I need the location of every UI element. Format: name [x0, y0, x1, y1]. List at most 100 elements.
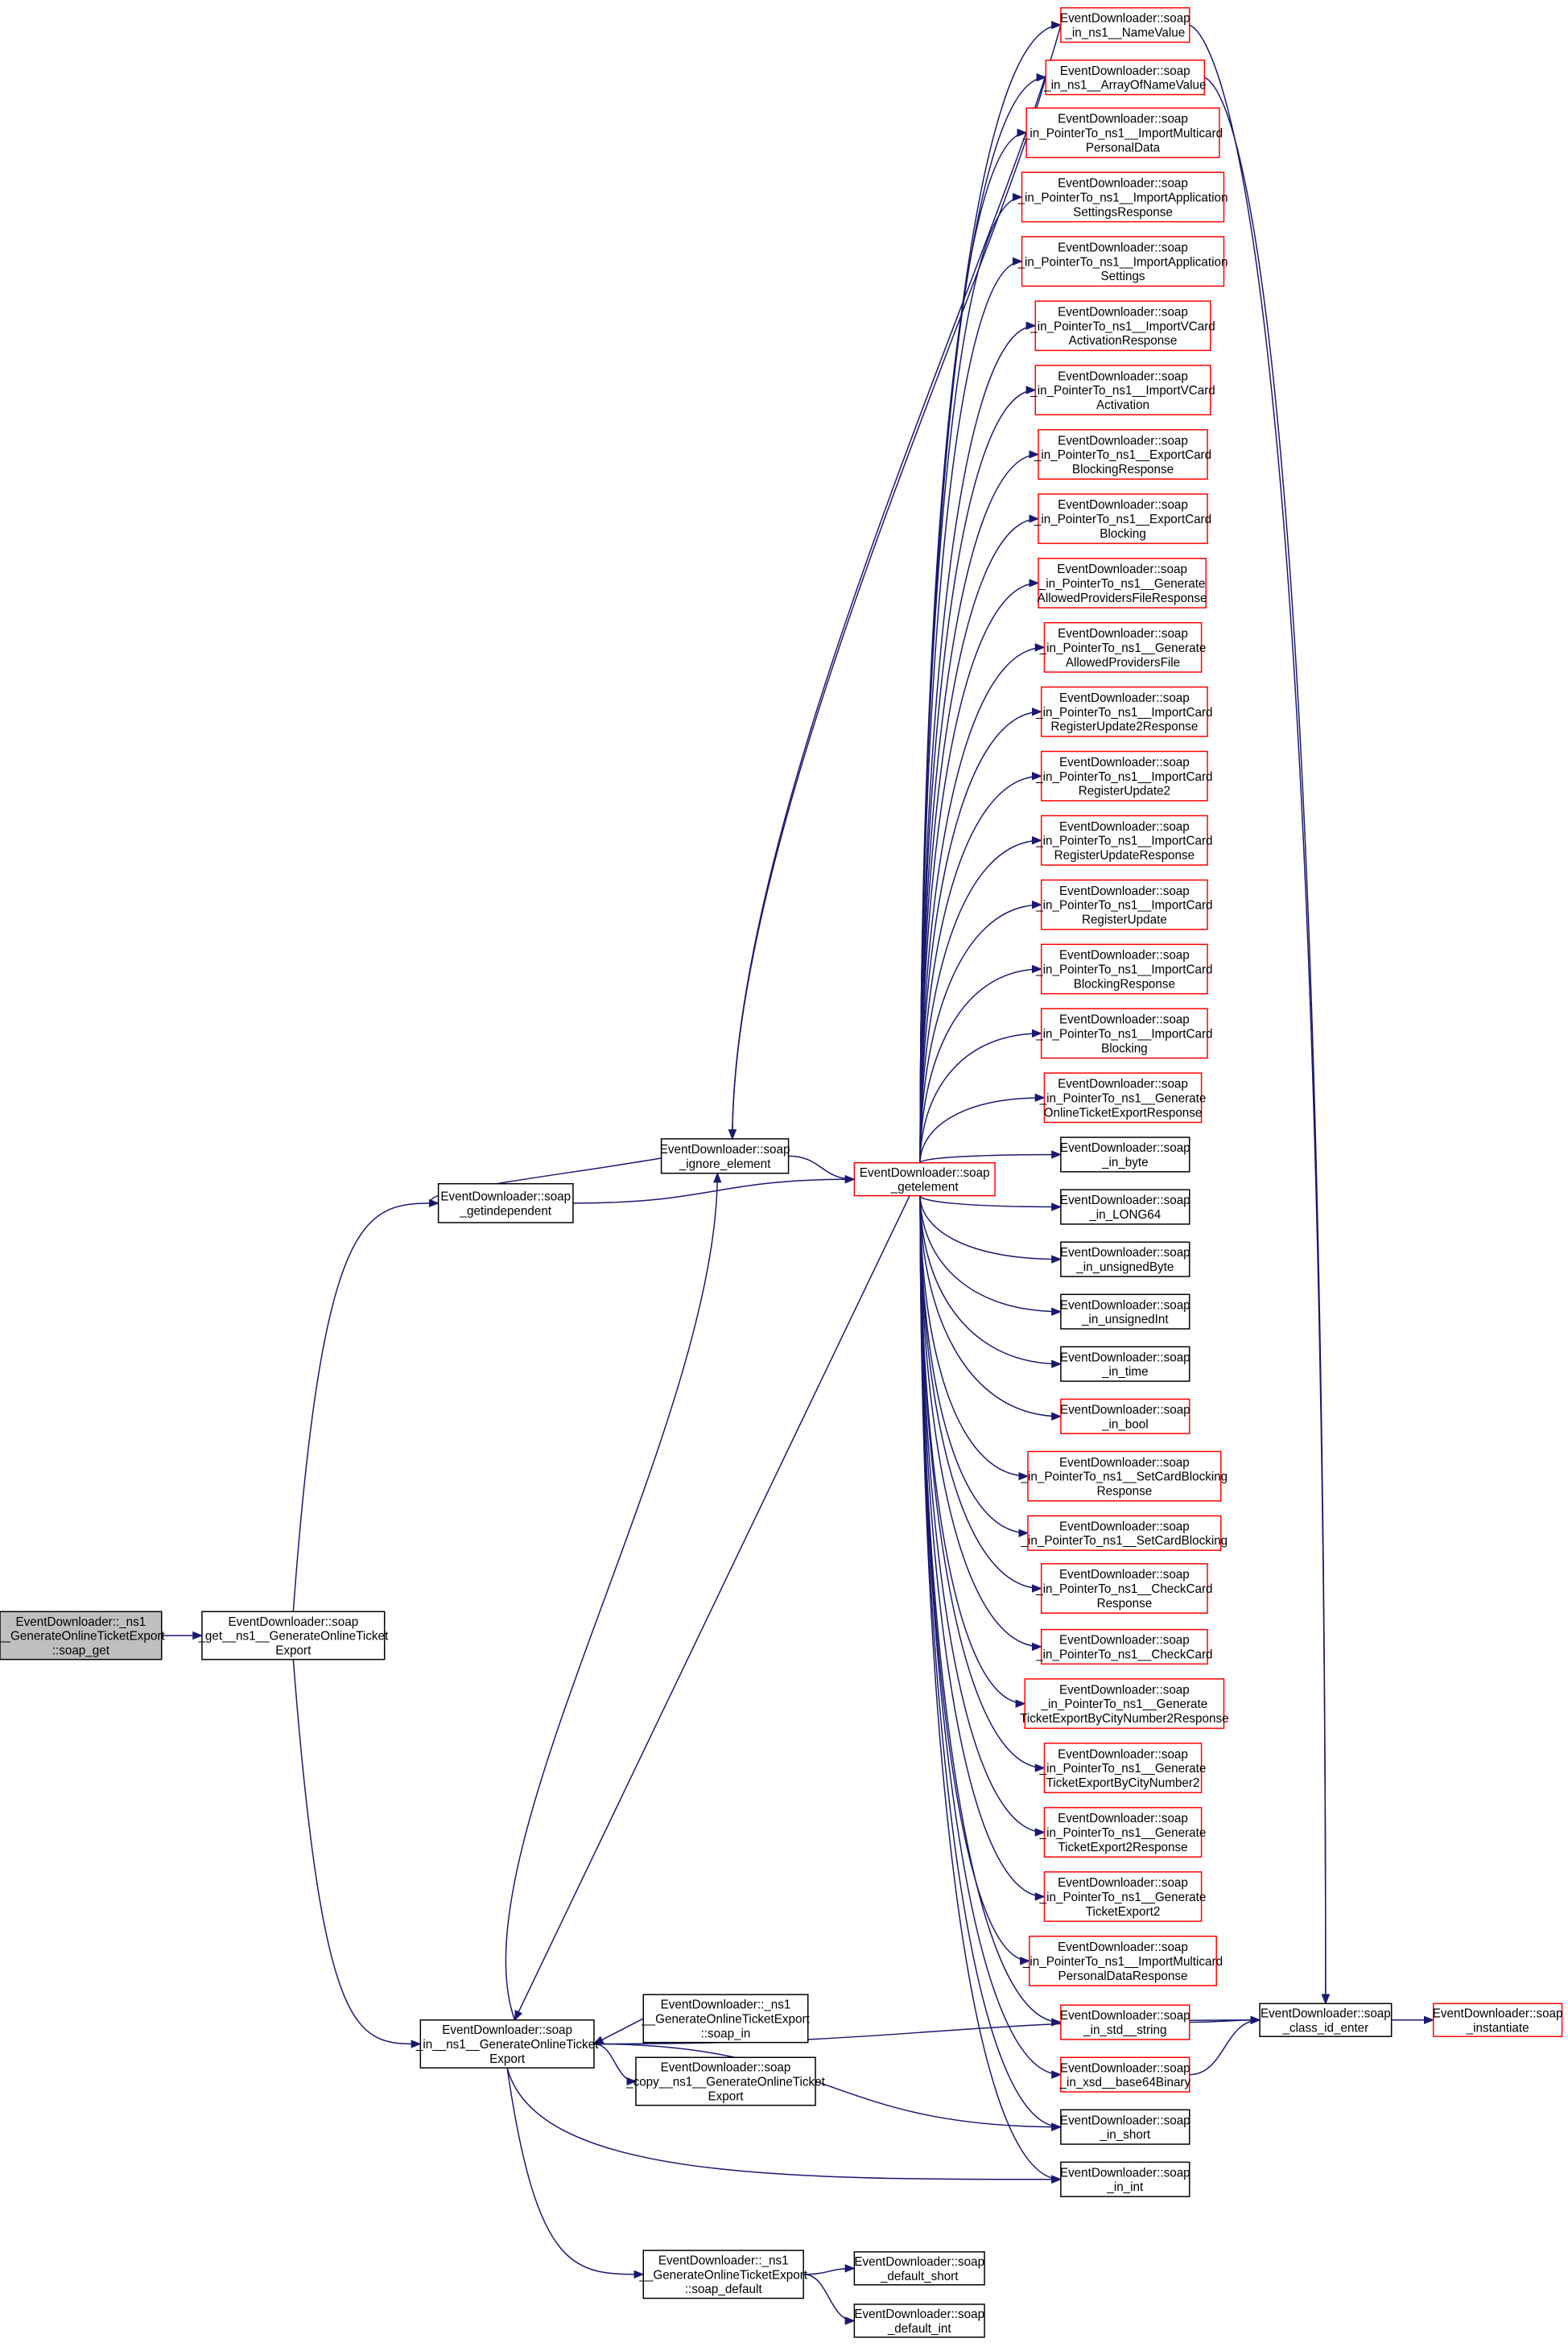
node-box[interactable] [1060, 1136, 1190, 1173]
node-eventdownloader-soap-in-ns1-arrayofnamevalue[interactable]: EventDownloader::soap_in_ns1__ArrayOfNam… [1043, 60, 1206, 96]
node-eventdownloader-soap-in-pointerto-ns1-importmulticardpersonaldata[interactable]: EventDownloader::soap_in_PointerTo_ns1__… [1022, 107, 1223, 159]
node-eventdownloader-soap-in-pointerto-ns1-importapplicationsettings[interactable]: EventDownloader::soap_in_PointerTo_ns1__… [1017, 236, 1228, 287]
node-eventdownloader-soap-in-pointerto-ns1-generateticketexportbycitynumber2[interactable]: EventDownloader::soap_in_PointerTo_ns1__… [1039, 1743, 1207, 1793]
node-box[interactable] [1043, 1807, 1203, 1858]
node-box[interactable] [1043, 1871, 1203, 1922]
node-box[interactable] [1040, 943, 1208, 995]
node-eventdownloader-soap-in-pointerto-ns1-setcardblocking[interactable]: EventDownloader::soap_in_PointerTo_ns1__… [1021, 1515, 1228, 1551]
node-eventdownloader-soap-instantiate[interactable]: EventDownloader::soap_instantiate [1432, 2002, 1563, 2037]
node-box[interactable] [0, 1611, 163, 1660]
node-eventdownloader-soap-in-pointerto-ns1-importvcardactivation[interactable]: EventDownloader::soap_in_PointerTo_ns1__… [1030, 365, 1215, 416]
node-eventdownloader-soap-in-pointerto-ns1-generateticketexportbycitynumber2response[interactable]: EventDownloader::soap_in_PointerTo_ns1__… [1020, 1678, 1229, 1730]
node-eventdownloader-soap-in-pointerto-ns1-importcardblockingresponse[interactable]: EventDownloader::soap_in_PointerTo_ns1__… [1035, 943, 1213, 995]
node-box[interactable] [660, 1138, 790, 1174]
node-eventdownloader-soap-in-pointerto-ns1-generateallowedprovidersfile[interactable]: EventDownloader::soap_in_PointerTo_ns1__… [1039, 621, 1207, 673]
node-eventdownloader-soap-in-xsd-base64binary[interactable]: EventDownloader::soap_in_xsd__base64Bina… [1058, 2056, 1190, 2093]
node-eventdownloader-soap-in-byte[interactable]: EventDownloader::soap_in_byte [1060, 1136, 1190, 1173]
node-eventdownloader-soap-in-int[interactable]: EventDownloader::soap_in_int [1060, 2161, 1190, 2197]
node-box[interactable] [1043, 1743, 1203, 1793]
node-box[interactable] [1021, 171, 1225, 223]
node-eventdownloader-soap-getelement[interactable]: EventDownloader::soap_getelement [853, 1161, 996, 1197]
node-box[interactable] [1259, 2002, 1393, 2037]
node-box[interactable] [1060, 1189, 1190, 1225]
node-box[interactable] [1040, 1008, 1208, 1059]
node-box[interactable] [853, 1161, 996, 1197]
node-box[interactable] [642, 2250, 804, 2299]
node-box[interactable] [1432, 2002, 1563, 2037]
node-box[interactable] [1024, 1678, 1225, 1730]
node-box[interactable] [1060, 1293, 1190, 1330]
node-box[interactable] [1038, 558, 1207, 608]
node-box[interactable] [1045, 60, 1206, 96]
node-eventdownloader-soap-in-pointerto-ns1-checkcardresponse[interactable]: EventDownloader::soap_in_PointerTo_ns1__… [1035, 1563, 1213, 1614]
node-eventdownloader-soap-in-time[interactable]: EventDownloader::soap_in_time [1060, 1346, 1190, 1382]
node-eventdownloader-soap-in-bool[interactable]: EventDownloader::soap_in_bool [1060, 1398, 1190, 1434]
node-eventdownloader-soap-in-pointerto-ns1-generateticketexport2[interactable]: EventDownloader::soap_in_PointerTo_ns1__… [1039, 1871, 1207, 1922]
node-box[interactable] [1038, 493, 1208, 544]
node-box[interactable] [1060, 2004, 1190, 2040]
node-box[interactable] [1060, 1241, 1190, 1277]
node-box[interactable] [437, 1182, 574, 1223]
node-eventdownloader-soap-in-unsignedint[interactable]: EventDownloader::soap_in_unsignedInt [1060, 1293, 1190, 1330]
node-eventdownloader-soap-copy-ns1-generateonlineticketexport[interactable]: EventDownloader::soap_copy__ns1__Generat… [625, 2056, 826, 2106]
node-box[interactable] [1034, 365, 1211, 416]
node-box[interactable] [1060, 2056, 1190, 2093]
node-eventdownloader-soap-in-unsignedbyte[interactable]: EventDownloader::soap_in_unsignedByte [1060, 1241, 1190, 1277]
node-box[interactable] [1043, 1072, 1203, 1124]
node-box[interactable] [1043, 621, 1203, 673]
node-box[interactable] [1027, 1515, 1222, 1551]
node-eventdownloader-soap-class-id-enter[interactable]: EventDownloader::soap_class_id_enter [1259, 2002, 1393, 2037]
node-box[interactable] [642, 1994, 809, 2044]
node-box[interactable] [853, 2251, 985, 2286]
node-eventdownloader-soap-in-pointerto-ns1-importmulticardpersonaldataresponse[interactable]: EventDownloader::soap_in_PointerTo_ns1__… [1022, 1935, 1223, 1986]
node-box[interactable] [1034, 300, 1211, 352]
node-box[interactable] [1021, 236, 1225, 287]
node-eventdownloader-soap-in-pointerto-ns1-importcardregisterupdate2[interactable]: EventDownloader::soap_in_PointerTo_ns1__… [1035, 750, 1213, 802]
node-box[interactable] [1060, 2109, 1190, 2145]
node-box[interactable] [1060, 6, 1190, 43]
node-box[interactable] [853, 2304, 985, 2338]
node-eventdownloader-soap-in-short[interactable]: EventDownloader::soap_in_short [1060, 2109, 1190, 2145]
node-box[interactable] [1040, 815, 1208, 866]
node-eventdownloader-soap-in-pointerto-ns1-importcardregisterupdate[interactable]: EventDownloader::soap_in_PointerTo_ns1__… [1035, 879, 1213, 930]
node-eventdownloader-soap-in-pointerto-ns1-generateticketexport2response[interactable]: EventDownloader::soap_in_PointerTo_ns1__… [1039, 1807, 1207, 1858]
node-box[interactable] [201, 1611, 386, 1660]
node-eventdownloader-soap-in-ns1-namevalue[interactable]: EventDownloader::soap_in_ns1__NameValue [1060, 6, 1190, 43]
node-eventdownloader-soap-in-long64[interactable]: EventDownloader::soap_in_LONG64 [1060, 1189, 1190, 1225]
node-box[interactable] [1060, 1398, 1190, 1434]
node-eventdownloader-soap-in-pointerto-ns1-importapplicationsettingsresponse[interactable]: EventDownloader::soap_in_PointerTo_ns1__… [1017, 171, 1228, 223]
node-eventdownloader-soap-in-pointerto-ns1-checkcard[interactable]: EventDownloader::soap_in_PointerTo_ns1__… [1035, 1628, 1213, 1665]
node-eventdownloader-soap-in-std-string[interactable]: EventDownloader::soap_in_std__string [1060, 2004, 1190, 2040]
node-eventdownloader-soap-in-pointerto-ns1-importcardregisterupdateresponse[interactable]: EventDownloader::soap_in_PointerTo_ns1__… [1035, 815, 1213, 866]
node-eventdownloader-soap-in-pointerto-ns1-importvcardactivationresponse[interactable]: EventDownloader::soap_in_PointerTo_ns1__… [1030, 300, 1215, 352]
node-box[interactable] [1040, 1628, 1208, 1665]
node-eventdownloader-soap-in-ns1-generateonlineticketexport[interactable]: EventDownloader::soap_in__ns1__GenerateO… [415, 2019, 599, 2069]
node-eventdownloader-soap-getindependent[interactable]: EventDownloader::soap_getindependent [437, 1182, 574, 1223]
node-eventdownloader-ns1-generateonlineticketexport-soap-get[interactable]: EventDownloader::_ns1__GenerateOnlineTic… [0, 1611, 165, 1660]
node-box[interactable] [1029, 1935, 1217, 1986]
node-eventdownloader-ns1-generateonlineticketexport-soap-in[interactable]: EventDownloader::_ns1__GenerateOnlineTic… [641, 1994, 811, 2044]
node-eventdownloader-soap-ignore-element[interactable]: EventDownloader::soap_ignore_element [660, 1138, 790, 1174]
node-eventdownloader-soap-get-ns1-generateonlineticketexport[interactable]: EventDownloader::soap_get__ns1__Generate… [197, 1611, 389, 1660]
node-box[interactable] [1025, 107, 1220, 159]
node-eventdownloader-soap-in-pointerto-ns1-exportcardblockingresponse[interactable]: EventDownloader::soap_in_PointerTo_ns1__… [1034, 429, 1211, 480]
node-box[interactable] [1040, 879, 1208, 930]
node-box[interactable] [635, 2056, 816, 2106]
node-eventdownloader-soap-default-short[interactable]: EventDownloader::soap_default_short [853, 2251, 985, 2286]
node-eventdownloader-ns1-generateonlineticketexport-soap-default[interactable]: EventDownloader::_ns1__GenerateOnlineTic… [638, 2250, 808, 2299]
node-box[interactable] [419, 2019, 595, 2069]
node-box[interactable] [1040, 750, 1208, 802]
node-box[interactable] [1060, 1346, 1190, 1382]
node-eventdownloader-soap-in-pointerto-ns1-exportcardblocking[interactable]: EventDownloader::soap_in_PointerTo_ns1__… [1034, 493, 1211, 544]
node-box[interactable] [1027, 1450, 1222, 1502]
node-eventdownloader-soap-in-pointerto-ns1-importcardregisterupdate2response[interactable]: EventDownloader::soap_in_PointerTo_ns1__… [1035, 686, 1213, 737]
node-eventdownloader-soap-in-pointerto-ns1-importcardblocking[interactable]: EventDownloader::soap_in_PointerTo_ns1__… [1035, 1008, 1213, 1059]
node-eventdownloader-soap-in-pointerto-ns1-generateallowedprovidersfileresponse[interactable]: EventDownloader::soap_in_PointerTo_ns1__… [1038, 558, 1207, 608]
node-box[interactable] [1040, 1563, 1208, 1614]
node-eventdownloader-soap-in-pointerto-ns1-generateonlineticketexportresponse[interactable]: EventDownloader::soap_in_PointerTo_ns1__… [1039, 1072, 1207, 1124]
node-eventdownloader-soap-default-int[interactable]: EventDownloader::soap_default_int [853, 2304, 985, 2338]
node-eventdownloader-soap-in-pointerto-ns1-setcardblockingresponse[interactable]: EventDownloader::soap_in_PointerTo_ns1__… [1021, 1450, 1228, 1502]
node-box[interactable] [1038, 429, 1208, 480]
node-box[interactable] [1060, 2161, 1190, 2197]
node-box[interactable] [1040, 686, 1208, 737]
